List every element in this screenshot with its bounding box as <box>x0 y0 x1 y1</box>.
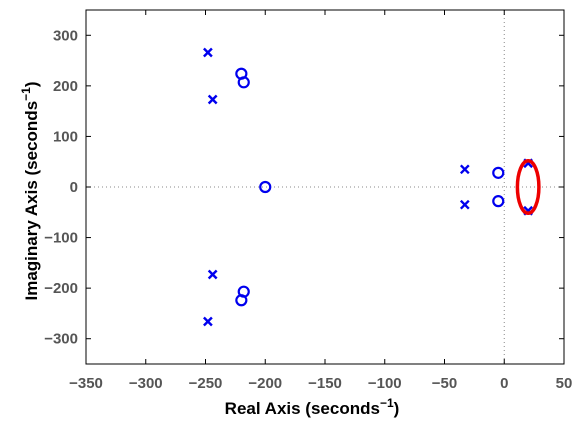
zero-marker <box>492 166 505 179</box>
zero-marker <box>492 195 505 208</box>
x-tick-label: −350 <box>69 375 103 392</box>
pole-marker <box>207 269 218 280</box>
highlight-layer <box>515 158 541 216</box>
x-tick-label: −50 <box>432 375 457 392</box>
x-axis-title: Real Axis (seconds−1) <box>225 396 400 418</box>
x-axis-title-text: Real Axis (seconds <box>225 399 380 418</box>
pole-marker <box>203 47 213 58</box>
zero-marker <box>237 76 250 89</box>
y-tick-label: 100 <box>53 128 78 145</box>
x-axis-title-superscript: −1 <box>380 396 394 410</box>
pole-marker <box>459 164 470 175</box>
y-axis-title-text: Imaginary Axis (seconds <box>22 101 41 301</box>
pole-marker <box>459 199 470 210</box>
y-axis-title-close: ) <box>22 81 41 87</box>
x-tick-label: −150 <box>308 375 342 392</box>
x-tick-label: 0 <box>500 375 508 392</box>
y-tick-label: −100 <box>44 230 78 247</box>
y-tick-label: −200 <box>44 280 78 297</box>
y-tick-label: 300 <box>53 27 78 44</box>
pole-marker <box>203 316 213 327</box>
x-tick-label: −200 <box>248 375 282 392</box>
zero-marker <box>235 294 248 307</box>
axis-ticks <box>85 10 565 364</box>
reference-lines <box>86 10 564 364</box>
x-axis-title-close: ) <box>394 399 400 418</box>
x-tick-label: −250 <box>189 375 223 392</box>
y-axis-title-superscript: −1 <box>19 87 33 101</box>
x-tick-label: 50 <box>556 375 573 392</box>
axis-tick-labels: −350 −300 −250 −200 −150 −100 −50 0 50 −300 −200 −1… <box>44 27 572 392</box>
highlight-ellipse <box>515 158 541 216</box>
zero-marker <box>259 180 272 194</box>
y-axis-title: Imaginary Axis (seconds−1) <box>19 81 41 300</box>
y-tick-label: 0 <box>70 179 78 196</box>
pole-marker <box>207 94 218 105</box>
x-tick-label: −100 <box>368 375 402 392</box>
y-tick-label: 200 <box>53 78 78 95</box>
x-tick-label: −300 <box>129 375 163 392</box>
y-tick-label: −300 <box>44 331 78 348</box>
